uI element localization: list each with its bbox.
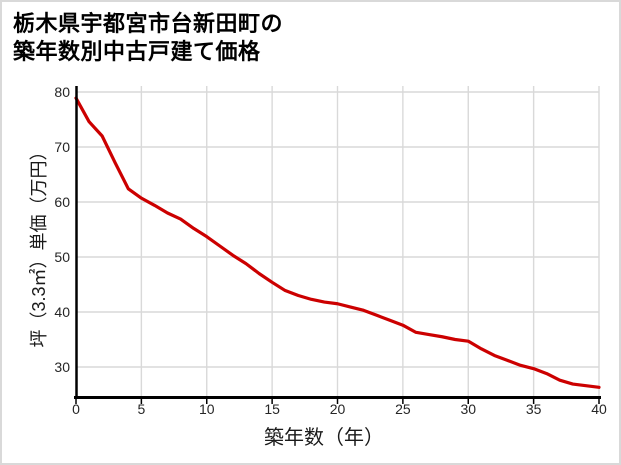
y-tick-label: 30 xyxy=(54,359,70,375)
y-tick-label: 80 xyxy=(54,84,70,100)
x-axis-label: 築年数（年） xyxy=(264,427,384,449)
chart-title-line1: 栃木県宇都宮市台新田町の xyxy=(13,11,284,36)
y-tick-label: 50 xyxy=(54,249,70,265)
x-tick-label: 20 xyxy=(329,401,346,417)
chart-title: 栃木県宇都宮市台新田町の 築年数別中古戸建て価格 xyxy=(13,10,283,66)
y-axis-label: 坪（3.3㎡）単価（万円） xyxy=(29,142,49,348)
x-tick-label: 30 xyxy=(460,401,477,417)
x-tick-label: 25 xyxy=(395,401,411,417)
chart-title-line2: 築年数別中古戸建て価格 xyxy=(13,39,261,64)
x-tick-label: 15 xyxy=(264,401,280,417)
price-line xyxy=(74,96,601,389)
x-tick-label: 5 xyxy=(137,401,146,417)
x-tick-label: 0 xyxy=(72,401,80,417)
y-tick-label: 60 xyxy=(54,194,70,210)
x-tick-label: 40 xyxy=(591,401,607,417)
y-tick-label: 70 xyxy=(54,139,70,155)
x-tick-label: 35 xyxy=(525,401,542,417)
y-tick-label: 40 xyxy=(54,304,70,320)
x-tick-label: 10 xyxy=(198,401,215,417)
